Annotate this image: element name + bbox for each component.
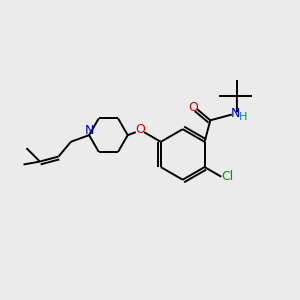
Text: O: O xyxy=(135,123,145,136)
Text: H: H xyxy=(239,112,248,122)
Text: Cl: Cl xyxy=(222,170,234,183)
Text: O: O xyxy=(188,101,198,114)
Text: N: N xyxy=(84,124,94,137)
Text: N: N xyxy=(231,106,240,119)
